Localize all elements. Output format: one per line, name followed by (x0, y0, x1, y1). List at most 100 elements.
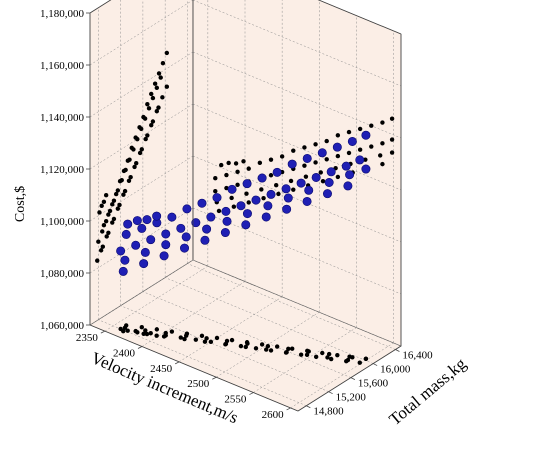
y-tick-label: 15,600 (358, 378, 389, 390)
back-projection-point (320, 178, 326, 184)
data-point (317, 148, 327, 158)
floor-projection-point (264, 347, 269, 352)
data-point (266, 189, 276, 199)
back-projection-point (231, 204, 237, 209)
y-tick-label: 15,200 (336, 392, 367, 404)
back-projection-point (302, 145, 307, 150)
back-projection-point (389, 150, 395, 155)
data-point (296, 178, 306, 188)
floor-projection-point (238, 343, 244, 349)
data-point (118, 266, 128, 276)
floor-projection-point (347, 354, 352, 359)
gridline (187, 263, 396, 350)
back-projection-point (335, 153, 341, 159)
floor-projection-point (214, 335, 220, 341)
data-point (322, 189, 332, 199)
chart-panels (89, 0, 402, 412)
floor-projection-point (284, 350, 289, 355)
back-projection-point (288, 178, 294, 184)
floor-projection-point (143, 328, 148, 333)
back-projection-point (213, 176, 218, 181)
gridline (192, 0, 402, 87)
data-point (227, 184, 237, 194)
floor-projection-point (169, 329, 175, 334)
back-projection-point (380, 120, 385, 125)
z-tick-label: 1,160,000 (40, 60, 85, 72)
z-tick-labels: 1,060,000 1,080,000 1,100,000 1,120,000 1,14… (40, 8, 90, 332)
frame-edge (89, 324, 299, 412)
z-tick-label: 1,120,000 (40, 164, 85, 176)
gridline (89, 155, 194, 222)
back-projection-point (302, 163, 307, 168)
left-projection-point (115, 188, 121, 193)
floor-projection-point (306, 349, 311, 354)
floor-projection-point (122, 325, 128, 331)
data-point (241, 220, 251, 230)
z-tick-label: 1,100,000 (40, 216, 85, 228)
left-projection-point (110, 220, 115, 225)
left-projection-point (101, 199, 107, 205)
left-projection-point (139, 147, 144, 152)
left-projection-point (164, 84, 170, 89)
data-point (263, 201, 273, 211)
data-point (361, 130, 371, 140)
back-projection-point (235, 169, 240, 175)
floor-projection-point (304, 352, 310, 358)
left-projection-point (160, 60, 166, 66)
back-projection-point (324, 138, 329, 144)
data-point (120, 255, 130, 265)
left-projection-point (100, 244, 106, 249)
floor-projection-point (328, 356, 334, 362)
gridline (98, 319, 307, 406)
left-projection-point (160, 95, 165, 100)
floor-projection-point (193, 337, 199, 342)
x-tick-mark (286, 407, 291, 411)
back-projection-point (318, 170, 323, 175)
y-tick-mark (350, 377, 356, 380)
z-tick-label: 1,140,000 (40, 112, 85, 124)
gridline (192, 103, 402, 191)
left-projection-point (119, 177, 124, 183)
back-projection-point (257, 160, 263, 166)
left-projection-point (134, 161, 139, 166)
floor-projection-point (298, 352, 304, 357)
z-tick-label: 1,080,000 (40, 268, 85, 280)
back-projection-point (246, 166, 251, 171)
left-projection-point (145, 133, 150, 138)
floor-projection-point (259, 342, 265, 347)
data-point (304, 185, 314, 195)
floor-projection-point (325, 355, 330, 360)
left-projection-point (143, 136, 148, 142)
floor-projection-point (320, 350, 325, 356)
back-projection-point (233, 161, 239, 166)
data-point (191, 218, 201, 228)
left-projection-point (103, 193, 109, 198)
gridline (290, 342, 394, 409)
data-point (197, 198, 207, 208)
floor-projection-point (199, 333, 205, 339)
x-tick-label: 2500 (187, 378, 210, 390)
data-point (167, 212, 177, 222)
data-point (212, 193, 222, 203)
data-point (345, 170, 355, 180)
left-projection-point (145, 102, 150, 107)
floor-projection-point (268, 348, 274, 353)
back-projection-point (378, 153, 383, 158)
left-projection-point (154, 85, 160, 91)
data-point (132, 216, 142, 226)
back-projection-point (219, 162, 224, 168)
data-point (355, 155, 365, 165)
back-projection-point (235, 182, 240, 188)
back-projection-point (246, 200, 251, 205)
data-point (180, 243, 190, 253)
x-tick-label: 2550 (224, 394, 247, 406)
floor-projection-point (144, 331, 150, 337)
floor-projection-point (204, 336, 209, 341)
floor-projection-point (161, 334, 167, 339)
data-point (326, 167, 336, 177)
left-projection-point (117, 202, 122, 208)
left-projection-point (149, 91, 154, 97)
data-point (343, 181, 353, 191)
data-point (137, 223, 147, 233)
left-projection-point (152, 81, 158, 86)
